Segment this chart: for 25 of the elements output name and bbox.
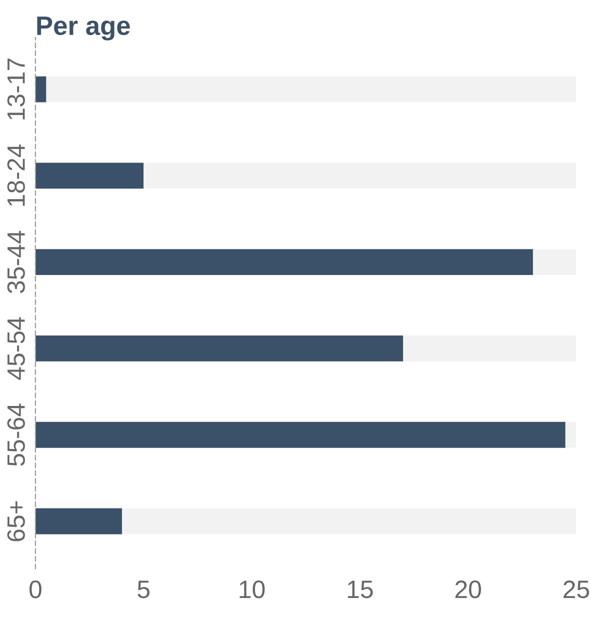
y-tick-label: 18-24 (7, 144, 25, 206)
x-tick-label: 15 (348, 580, 373, 598)
bar (565, 422, 576, 448)
y-tick-label: 55-64 (7, 404, 25, 466)
y-tick-label: 45-54 (8, 317, 25, 380)
bar (46, 76, 576, 102)
bar (35, 508, 122, 534)
bar (35, 422, 566, 448)
bar (35, 336, 404, 362)
bar (144, 162, 576, 189)
x-tick-label: 10 (240, 580, 265, 598)
x-tick-label: 5 (138, 580, 150, 598)
bar (122, 508, 576, 534)
y-tick-label: 65+ (7, 501, 25, 542)
bar (35, 249, 533, 276)
x-tick-label: 20 (455, 580, 481, 598)
x-tick-label: 0 (29, 580, 42, 598)
chart-title: Per age (37, 16, 130, 40)
x-tick-label: 25 (564, 580, 590, 598)
y-tick-label: 35-44 (7, 230, 25, 294)
bar (403, 336, 576, 362)
bar (35, 76, 46, 102)
bar (532, 249, 576, 276)
bar (35, 162, 144, 189)
y-tick-label: 13-17 (7, 58, 25, 120)
